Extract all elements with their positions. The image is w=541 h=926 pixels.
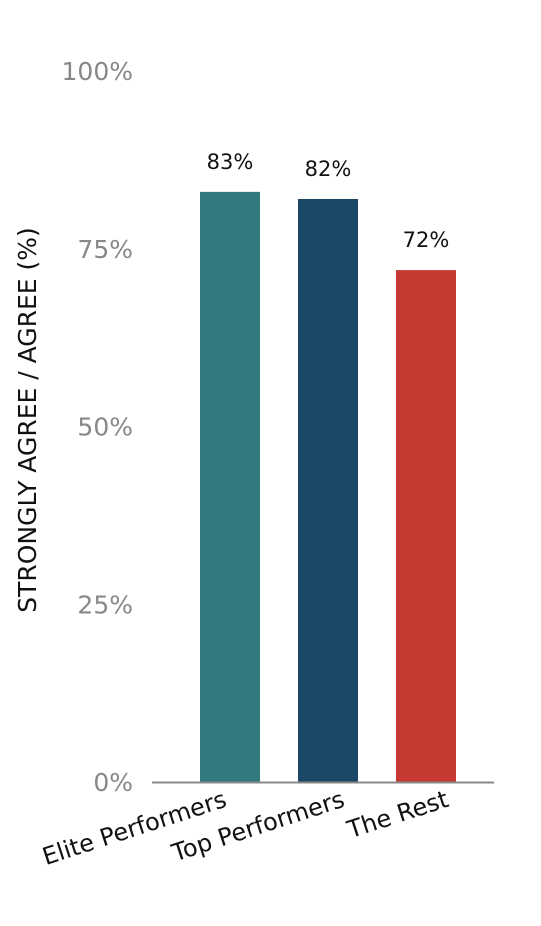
bar-value-label: 83%	[207, 150, 254, 174]
y-tick-label: 0%	[93, 768, 133, 797]
bar-value-label: 72%	[403, 228, 450, 252]
bars	[200, 191, 456, 783]
x-tick-label: The Rest	[343, 785, 452, 844]
value-labels: 83% 82% 72%	[207, 150, 450, 252]
bar-value-label: 82%	[305, 157, 352, 181]
bar	[200, 191, 260, 782]
bar	[396, 270, 456, 782]
y-tick-label: 100%	[62, 57, 133, 86]
y-tick-label: 25%	[77, 590, 133, 619]
y-axis-ticks: 0% 25% 50% 75% 100%	[62, 57, 133, 797]
y-tick-label: 75%	[77, 235, 133, 264]
y-axis-title: STRONGLY AGREE / AGREE (%)	[13, 227, 42, 613]
y-tick-label: 50%	[77, 413, 133, 442]
bar	[298, 198, 358, 783]
